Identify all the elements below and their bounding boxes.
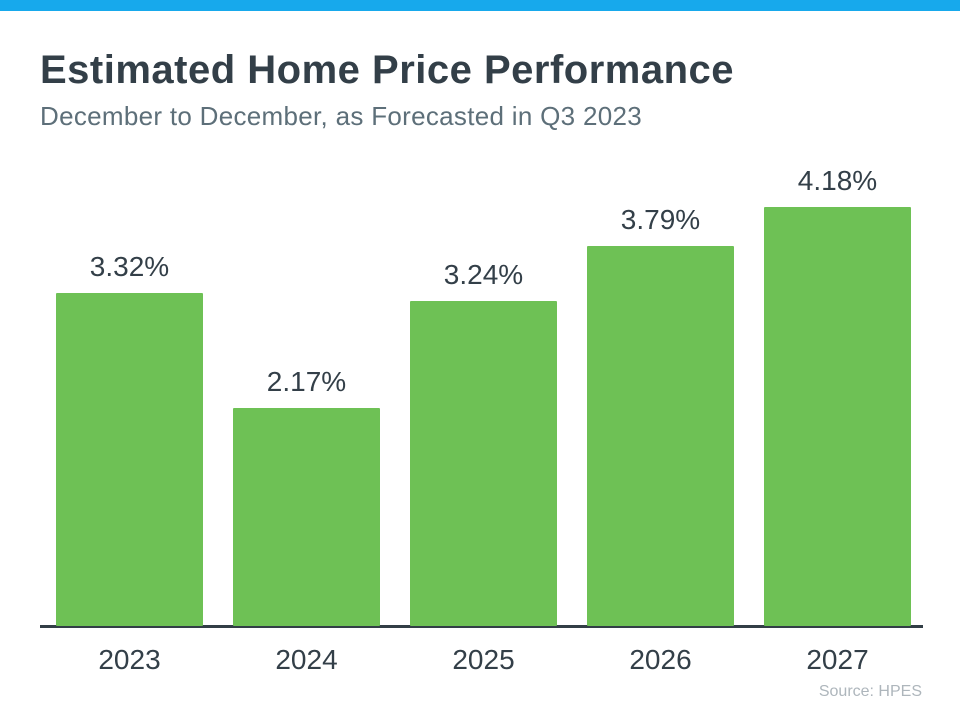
source-note: Source: HPES [818,683,922,700]
top-accent-bar [0,0,960,11]
bar [587,246,734,626]
chart-title: Estimated Home Price Performance [40,48,735,92]
bar-value-label: 4.18% [797,165,878,196]
x-axis-tick-label: 2024 [275,644,338,675]
bar-group: 3.32% 2023 [56,251,203,675]
x-axis-tick-label: 2026 [629,644,692,675]
bar [233,408,380,626]
bar [56,293,203,626]
bar-group: 3.79% 2026 [587,204,734,675]
x-axis-tick-label: 2025 [452,644,515,675]
bar-group: 3.24% 2025 [410,259,557,675]
bar-group: 4.18% 2027 [764,165,911,675]
x-axis-tick-label: 2023 [98,644,161,675]
bar-value-label: 3.24% [443,259,524,290]
bar-group: 2.17% 2024 [233,366,380,675]
bar-value-label: 2.17% [266,366,347,397]
x-axis-line [40,625,923,628]
bar-value-label: 3.79% [620,204,701,235]
bar-value-label: 3.32% [89,251,170,282]
chart-subtitle: December to December, as Forecasted in Q… [40,101,642,131]
bar [410,301,557,626]
bar-chart: 3.32% 2023 2.17% 2024 3.24% 2025 3.79% 2026 4.18… [40,140,923,675]
bar [764,207,911,626]
x-axis-tick-label: 2027 [806,644,869,675]
